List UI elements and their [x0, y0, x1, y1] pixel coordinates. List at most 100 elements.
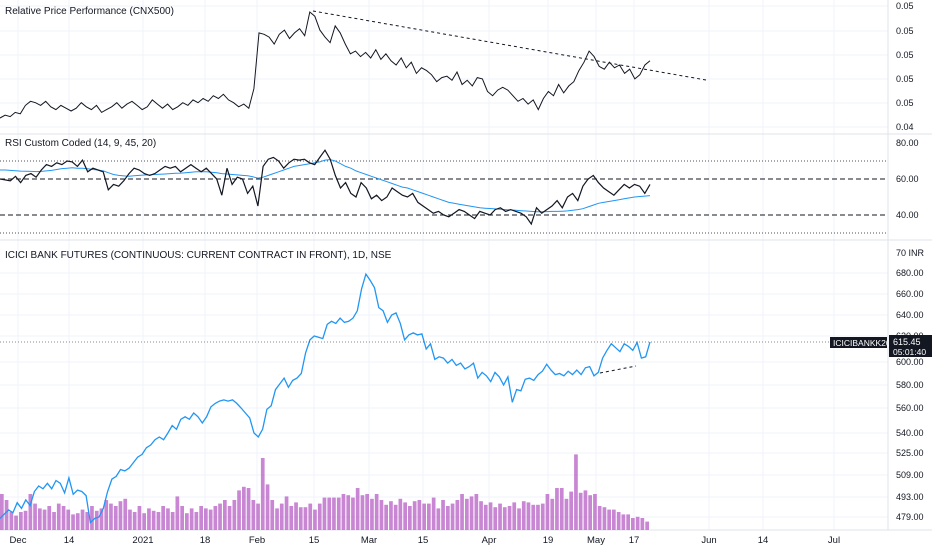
volume-bar: [19, 512, 23, 530]
volume-bar: [621, 514, 626, 530]
price-axis-label: 560.00: [896, 403, 924, 413]
symbol-badge-label: ICICIBANKK2021: [833, 338, 900, 348]
volume-bar: [550, 498, 555, 530]
volume-bar: [436, 508, 441, 530]
volume-bar: [147, 508, 151, 530]
x-tick-label: 18: [200, 535, 211, 546]
rsi-title: RSI Custom Coded (14, 9, 45, 20): [5, 138, 156, 149]
volume-bar: [483, 504, 488, 530]
volume-bar: [303, 507, 308, 530]
volume-bar: [355, 488, 360, 530]
volume-bar: [213, 506, 218, 530]
volume-bar: [332, 497, 336, 530]
volume-bar: [597, 506, 602, 530]
volume-bar: [374, 494, 379, 530]
x-tick-label: 17: [629, 535, 640, 546]
volume-bar: [540, 503, 545, 530]
rel-axis-label: 0.05: [896, 74, 914, 84]
volume-bar: [474, 494, 479, 530]
volume-bars: [0, 454, 649, 530]
volume-bar: [151, 510, 156, 530]
countdown-value: 05:01:40: [893, 347, 926, 357]
symbol-badge[interactable]: [830, 337, 887, 348]
volume-bar: [260, 458, 265, 530]
volume-bar: [602, 507, 607, 530]
rel-axis-label: 0.04: [896, 122, 914, 132]
volume-bar: [488, 502, 493, 530]
rel-axis-label: 0.05: [896, 98, 914, 108]
volume-bar: [626, 514, 630, 530]
volume-bar: [56, 503, 61, 530]
volume-bar: [289, 506, 294, 530]
volume-bar: [417, 500, 422, 530]
price-axis-label: 525.00: [896, 448, 924, 458]
x-tick-label: Apr: [482, 535, 497, 546]
volume-bar: [113, 506, 118, 530]
price-axis-label: 493.00: [896, 492, 924, 502]
x-tick-label: Jun: [701, 535, 716, 546]
relative-performance-trendline[interactable]: [312, 10, 707, 81]
price-title: ICICI BANK FUTURES (CONTINUOUS: CURRENT …: [5, 250, 392, 261]
last-price-badge[interactable]: [889, 335, 932, 357]
relative-performance-axis[interactable]: 0.05 0.05 0.05 0.05 0.05 0.04: [896, 1, 914, 132]
x-tick-label: 2021: [132, 535, 153, 546]
volume-bar: [512, 502, 517, 530]
volume-bar: [142, 513, 146, 530]
volume-bar: [194, 512, 199, 530]
volume-bar: [564, 498, 569, 530]
price-axis-label: 640.00: [896, 310, 924, 320]
price-axis-label: 680.00: [896, 268, 924, 278]
price-support-trendline[interactable]: [599, 365, 637, 374]
volume-bar: [526, 502, 531, 530]
volume-bar: [38, 508, 42, 530]
x-tick-label: Jul: [828, 535, 840, 546]
volume-bar: [270, 500, 275, 530]
volume-bar: [118, 501, 123, 530]
x-tick-label: 15: [309, 535, 320, 546]
volume-bar: [33, 503, 37, 530]
volume-bar: [23, 510, 28, 530]
time-axis[interactable]: Dec 14 2021 18 Feb 15 Mar 15 Apr 19 May 17 Jun 14 Jul: [10, 535, 841, 546]
volume-bar: [446, 506, 450, 530]
volume-bar: [559, 488, 564, 530]
volume-bar: [71, 514, 75, 530]
volume-bar: [422, 503, 426, 530]
volume-bar: [450, 503, 455, 530]
volume-bar: [317, 503, 322, 530]
volume-bar: [498, 503, 502, 530]
volume-bar: [507, 506, 512, 530]
last-price-value: 615.45: [893, 337, 921, 347]
volume-bar: [455, 500, 460, 530]
rsi-axis[interactable]: 80.00 60.00 40.00: [896, 138, 919, 220]
x-tick-label: 14: [64, 535, 75, 546]
volume-bar: [460, 494, 464, 530]
volume-bar: [389, 501, 393, 530]
volume-bar: [427, 503, 431, 530]
volume-bar: [408, 506, 412, 530]
volume-bar: [123, 498, 128, 530]
volume-bar: [218, 503, 222, 530]
volume-bar: [104, 500, 109, 530]
volume-bar: [227, 506, 232, 530]
price-line: [0, 272, 651, 525]
volume-bar: [256, 503, 260, 530]
x-tick-label: 14: [758, 535, 769, 546]
volume-bar: [393, 504, 398, 530]
volume-bar: [322, 497, 327, 530]
volume-bar: [635, 516, 640, 530]
volume-bar: [265, 484, 270, 530]
volume-bar: [578, 492, 583, 530]
volume-bar: [308, 503, 313, 530]
price-unit-label: 70 INR: [896, 248, 925, 258]
volume-bar: [4, 500, 9, 530]
volume-bar: [66, 509, 71, 530]
volume-bar: [232, 500, 237, 530]
volume-bar: [132, 512, 137, 530]
volume-bar: [156, 512, 161, 530]
x-tick-label: Feb: [249, 535, 265, 546]
x-tick-label: May: [587, 535, 605, 546]
volume-bar: [588, 495, 592, 530]
